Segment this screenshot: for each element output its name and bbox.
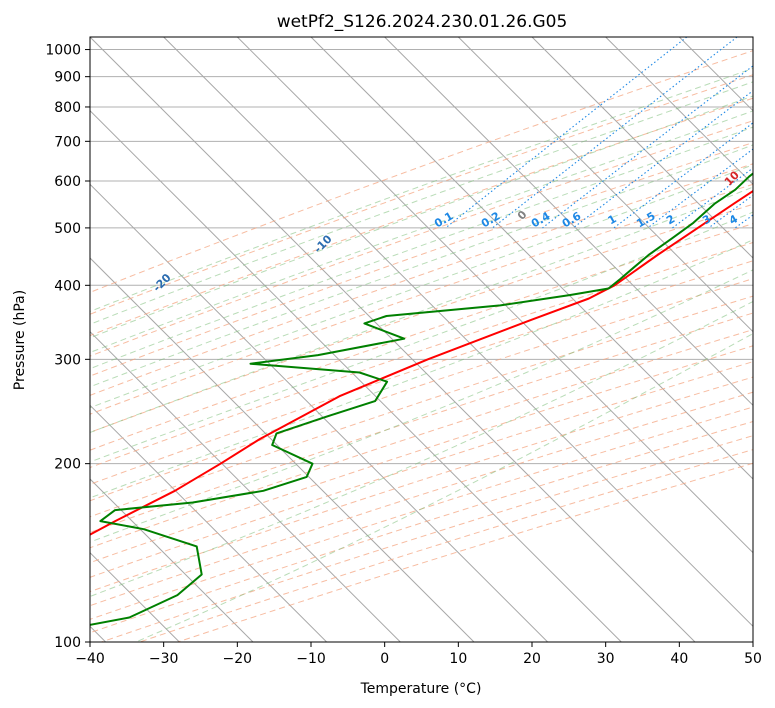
moist-adiabat-line — [90, 186, 753, 434]
isotherm-line — [90, 109, 622, 642]
moist-adiabat-line — [90, 211, 753, 463]
dry-adiabat-line — [90, 163, 753, 396]
moist-adiabat-line — [90, 164, 753, 409]
moist-adiabat-line — [90, 67, 753, 313]
mixing-ratio-line — [672, 167, 753, 229]
moist-adiabat-line — [90, 110, 753, 354]
dry-adiabat-line — [90, 97, 753, 337]
y-tick-label: 300 — [54, 352, 81, 368]
y-tick-label: 700 — [54, 134, 81, 150]
isotherm-line — [605, 37, 753, 186]
y-tick-label: 100 — [54, 635, 81, 651]
y-tick-label: 500 — [54, 221, 81, 237]
isotherm-line — [90, 404, 328, 642]
x-tick-label: −10 — [296, 651, 326, 667]
isotherm-line — [531, 37, 753, 259]
plot-frame — [89, 36, 754, 643]
series-layer — [90, 172, 753, 626]
mixing-ratio-line — [542, 65, 753, 229]
dry-adiabat-line — [90, 345, 753, 564]
isotherm-line — [457, 37, 753, 333]
y-tick-label: 600 — [54, 174, 81, 190]
temperature-profile — [90, 189, 753, 536]
dry-adiabat-line — [101, 435, 753, 642]
moist-adiabat-line — [90, 95, 753, 339]
mixing-ratio-line — [492, 37, 738, 229]
isotherm-line — [310, 37, 753, 480]
axis-layer: −40 −30 −20 −10 0 10 20 30 40 50 100 200 300 400 500 60… — [45, 43, 762, 667]
moist-adiabat-line — [90, 144, 753, 388]
x-tick-label: −30 — [149, 651, 179, 667]
dewpoint-profile — [90, 172, 753, 626]
isotherm-line — [90, 257, 475, 642]
y-tick-label: 200 — [54, 457, 81, 473]
moist-adiabat-line — [90, 81, 753, 325]
isotherm-line — [236, 37, 753, 554]
dry-adiabat-line — [90, 50, 753, 293]
mixing-ratio-line — [572, 90, 753, 229]
x-axis-label: Temperature (°C) — [360, 681, 482, 697]
dry-adiabat-line — [90, 183, 753, 415]
isotherm-line — [90, 37, 696, 642]
x-tick-label: 40 — [670, 651, 688, 667]
x-tick-label: 0 — [380, 651, 389, 667]
y-tick-label: 900 — [54, 70, 81, 86]
plot-area — [90, 37, 753, 642]
moist-adiabat-line — [135, 333, 753, 642]
dry-adiabat-line — [90, 361, 753, 578]
x-tick-label: 20 — [523, 651, 541, 667]
isotherm-line — [384, 37, 753, 407]
x-tick-label: 50 — [744, 651, 762, 667]
chart-title: wetPf2_S126.2024.230.01.26.G05 — [277, 12, 568, 32]
dry-adiabat-line — [139, 449, 753, 642]
dry-adiabat-line — [177, 462, 753, 642]
moist-adiabat-line — [90, 126, 753, 370]
grid-layer — [90, 37, 753, 642]
isotherm-line — [90, 330, 401, 642]
y-axis-label: Pressure (hPa) — [12, 290, 28, 390]
y-tick-label: 1000 — [45, 43, 81, 59]
y-tick-label: 400 — [54, 278, 81, 294]
x-tick-label: 10 — [449, 651, 467, 667]
dry-adiabat-line — [90, 142, 753, 377]
x-tick-label: −40 — [75, 651, 105, 667]
x-tick-label: 30 — [597, 651, 615, 667]
x-tick-label: −20 — [223, 651, 253, 667]
y-tick-label: 800 — [54, 100, 81, 116]
isotherm-line — [90, 183, 549, 642]
dry-adiabat-line — [90, 329, 753, 549]
dry-adiabat-line — [90, 120, 753, 357]
isotherm-line — [163, 37, 753, 628]
